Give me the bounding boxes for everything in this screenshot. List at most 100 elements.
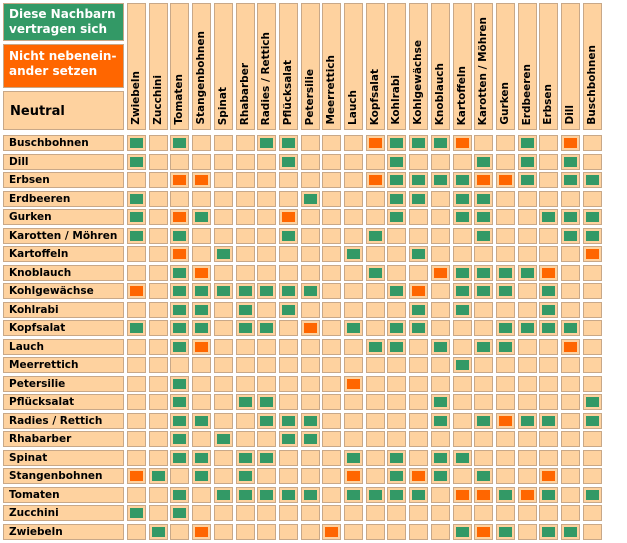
- cell-compatible: [344, 449, 363, 466]
- cell-neutral: [582, 505, 602, 521]
- compatible-mark: [130, 138, 143, 148]
- cell-compatible: [278, 486, 298, 503]
- compatible-mark: [564, 323, 577, 333]
- compatible-mark: [520, 138, 534, 148]
- compatible-mark: [173, 341, 187, 352]
- cell-neutral: [192, 135, 212, 151]
- cell-compatible: [387, 283, 407, 299]
- compatible-mark: [498, 323, 512, 333]
- cell-neutral: [409, 523, 429, 540]
- incompatible-mark: [477, 526, 491, 537]
- compatible-mark: [260, 138, 274, 148]
- cell-neutral: [495, 468, 515, 484]
- cell-incompatible: [474, 486, 494, 503]
- cell-neutral: [300, 449, 320, 466]
- compatible-mark: [585, 415, 599, 426]
- compatible-mark: [173, 230, 187, 241]
- cell-neutral: [582, 135, 602, 151]
- cell-neutral: [452, 394, 472, 410]
- cell-compatible: [474, 412, 494, 429]
- cell-compatible: [344, 486, 363, 503]
- cell-compatible: [365, 227, 385, 244]
- cell-neutral: [452, 227, 472, 244]
- compatible-mark: [433, 415, 447, 426]
- compatible-mark: [216, 249, 230, 259]
- cell-neutral: [430, 486, 450, 503]
- cell-neutral: [582, 153, 602, 170]
- cell-neutral: [322, 283, 342, 299]
- cell-neutral: [278, 172, 298, 188]
- column-header: Kartoffeln: [452, 3, 472, 130]
- cell-compatible: [127, 209, 146, 225]
- cell-compatible: [495, 320, 515, 336]
- cell-neutral: [561, 283, 580, 299]
- compatible-mark: [130, 230, 143, 241]
- column-header: Rhabarber: [235, 3, 255, 130]
- incompatible-mark: [325, 526, 339, 537]
- cell-neutral: [300, 468, 320, 484]
- cell-compatible: [452, 523, 472, 540]
- incompatible-mark: [542, 267, 556, 278]
- cell-neutral: [213, 375, 233, 392]
- cell-incompatible: [452, 135, 472, 151]
- cell-neutral: [561, 412, 580, 429]
- cell-compatible: [539, 301, 559, 318]
- column-header: Zucchini: [148, 3, 168, 130]
- cell-neutral: [409, 338, 429, 355]
- cell-compatible: [387, 135, 407, 151]
- incompatible-mark: [173, 175, 187, 185]
- cell-neutral: [409, 227, 429, 244]
- cell-neutral: [430, 283, 450, 299]
- cell-neutral: [539, 153, 559, 170]
- cell-neutral: [517, 449, 537, 466]
- cell-compatible: [192, 449, 212, 466]
- incompatible-mark: [455, 138, 469, 148]
- cell-compatible: [582, 486, 602, 503]
- cell-neutral: [148, 301, 168, 318]
- row-label: Kopfsalat: [3, 320, 124, 336]
- cell-compatible: [561, 523, 580, 540]
- cell-neutral: [192, 486, 212, 503]
- cell-compatible: [539, 320, 559, 336]
- cell-incompatible: [365, 135, 385, 151]
- cell-neutral: [235, 246, 255, 262]
- cell-neutral: [192, 394, 212, 410]
- cell-compatible: [517, 412, 537, 429]
- row-label: Dill: [3, 153, 124, 170]
- row-label: Lauch: [3, 338, 124, 355]
- cell-neutral: [192, 431, 212, 447]
- cell-neutral: [561, 394, 580, 410]
- compatible-mark: [195, 286, 209, 296]
- compatible-mark: [173, 304, 187, 315]
- cell-compatible: [300, 283, 320, 299]
- cell-neutral: [517, 209, 537, 225]
- compatible-mark: [564, 156, 577, 167]
- incompatible-mark: [498, 415, 512, 426]
- compatible-mark: [347, 452, 360, 463]
- compatible-mark: [390, 286, 404, 296]
- cell-neutral: [235, 190, 255, 207]
- cell-neutral: [561, 357, 580, 373]
- cell-neutral: [474, 301, 494, 318]
- cell-compatible: [409, 320, 429, 336]
- cell-compatible: [517, 264, 537, 281]
- cell-compatible: [278, 301, 298, 318]
- cell-incompatible: [127, 468, 146, 484]
- cell-neutral: [474, 246, 494, 262]
- compatible-mark: [520, 156, 534, 167]
- column-header: Stangenbohnen: [192, 3, 212, 130]
- compatible-mark: [151, 471, 165, 481]
- cell-neutral: [127, 486, 146, 503]
- cell-neutral: [278, 190, 298, 207]
- cell-neutral: [582, 357, 602, 373]
- cell-compatible: [387, 209, 407, 225]
- cell-compatible: [387, 320, 407, 336]
- cell-neutral: [539, 190, 559, 207]
- compatible-mark: [281, 304, 295, 315]
- cell-neutral: [582, 320, 602, 336]
- compatible-mark: [585, 230, 599, 241]
- compatible-mark: [477, 415, 491, 426]
- cell-neutral: [344, 209, 363, 225]
- incompatible-mark: [520, 489, 534, 500]
- cell-compatible: [170, 486, 190, 503]
